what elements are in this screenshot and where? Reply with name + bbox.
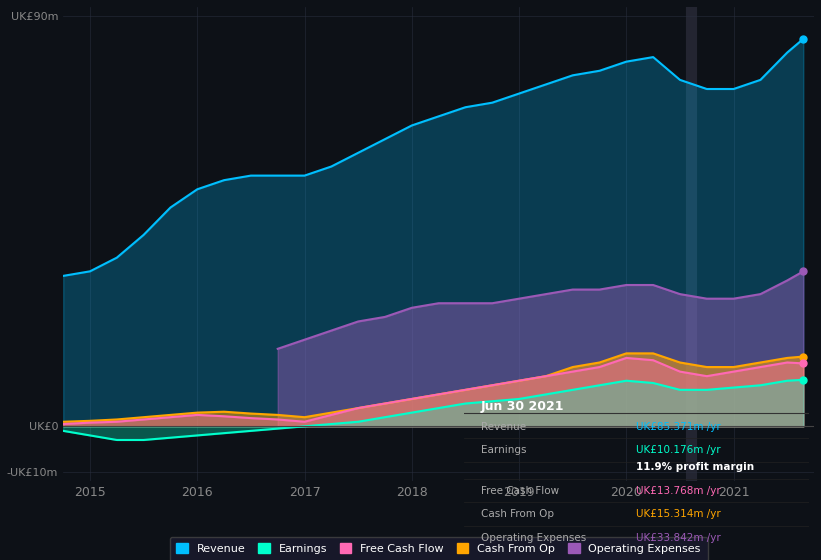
Text: Revenue: Revenue — [481, 422, 526, 432]
Text: UK£15.314m /yr: UK£15.314m /yr — [636, 509, 721, 519]
Text: UK£13.768m /yr: UK£13.768m /yr — [636, 486, 721, 496]
Text: Free Cash Flow: Free Cash Flow — [481, 486, 559, 496]
Text: 11.9% profit margin: 11.9% profit margin — [636, 462, 754, 472]
Legend: Revenue, Earnings, Free Cash Flow, Cash From Op, Operating Expenses: Revenue, Earnings, Free Cash Flow, Cash … — [170, 536, 708, 560]
Text: Earnings: Earnings — [481, 445, 526, 455]
Text: UK£33.842m /yr: UK£33.842m /yr — [636, 533, 721, 543]
Text: Jun 30 2021: Jun 30 2021 — [481, 400, 565, 413]
Text: UK£10.176m /yr: UK£10.176m /yr — [636, 445, 721, 455]
Text: Cash From Op: Cash From Op — [481, 509, 554, 519]
Text: UK£85.371m /yr: UK£85.371m /yr — [636, 422, 721, 432]
Text: Operating Expenses: Operating Expenses — [481, 533, 586, 543]
